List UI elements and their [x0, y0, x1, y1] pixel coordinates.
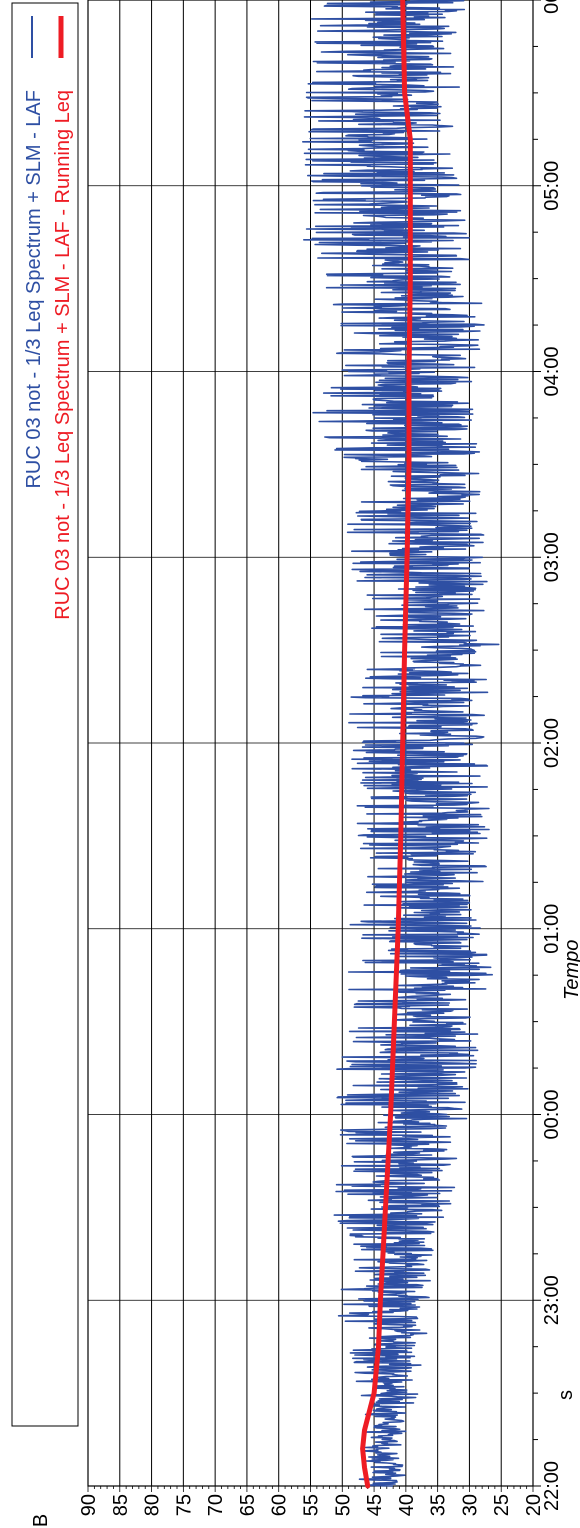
y-tick-label: 20 [523, 1494, 545, 1516]
x-tick-label: 01:00 [541, 904, 563, 954]
x-tick-label: 02:00 [541, 718, 563, 768]
y-tick-label: 40 [396, 1494, 418, 1516]
series-running-leq-line [360, 0, 413, 1489]
y-tick-label: 60 [269, 1494, 291, 1516]
legend-label-laf: RUC 03 not - 1/3 Leq Spectrum + SLM - LA… [23, 90, 45, 489]
x-tick-label: 06: [541, 0, 563, 14]
x-tick-label: 05:00 [541, 161, 563, 211]
x-axis: 22:00 23:00 00:00 01:00 02:00 03:00 04:00 05:00… [541, 0, 563, 1511]
legend-label-running-leq: RUC 03 not - 1/3 Leq Spectrum + SLM - LA… [52, 90, 74, 620]
x-tick-label: 00:00 [541, 1089, 563, 1139]
y-tick-label: 25 [491, 1494, 513, 1516]
legend: RUC 03 not - 1/3 Leq Spectrum + SLM - LA… [11, 2, 79, 1427]
y-tick-label: 35 [428, 1494, 450, 1516]
y-axis: 20 25 30 35 40 45 50 55 60 65 70 75 80 85 90 [78, 1494, 545, 1516]
y-axis-title: dB [30, 1514, 52, 1528]
x-tick-label: 23:00 [541, 1275, 563, 1325]
y-tick-label: 90 [78, 1494, 100, 1516]
series-laf-line [301, 0, 500, 1487]
y-tick-label: 80 [142, 1494, 164, 1516]
x-axis-unit: s [555, 1390, 577, 1400]
y-tick-label: 55 [301, 1494, 323, 1516]
y-tick-label: 30 [459, 1494, 481, 1516]
x-axis-title: Tempo [561, 940, 580, 1000]
series-layer [301, 0, 500, 1489]
x-tick-label: 03:00 [541, 532, 563, 582]
y-tick-label: 85 [110, 1494, 132, 1516]
x-tick-label: 22:00 [541, 1461, 563, 1511]
y-tick-label: 75 [173, 1494, 195, 1516]
legend-box [11, 2, 79, 1427]
x-tick-label: 04:00 [541, 346, 563, 396]
y-tick-label: 65 [237, 1494, 259, 1516]
y-tick-label: 50 [332, 1494, 354, 1516]
y-tick-label: 45 [364, 1494, 386, 1516]
y-tick-label: 70 [205, 1494, 227, 1516]
